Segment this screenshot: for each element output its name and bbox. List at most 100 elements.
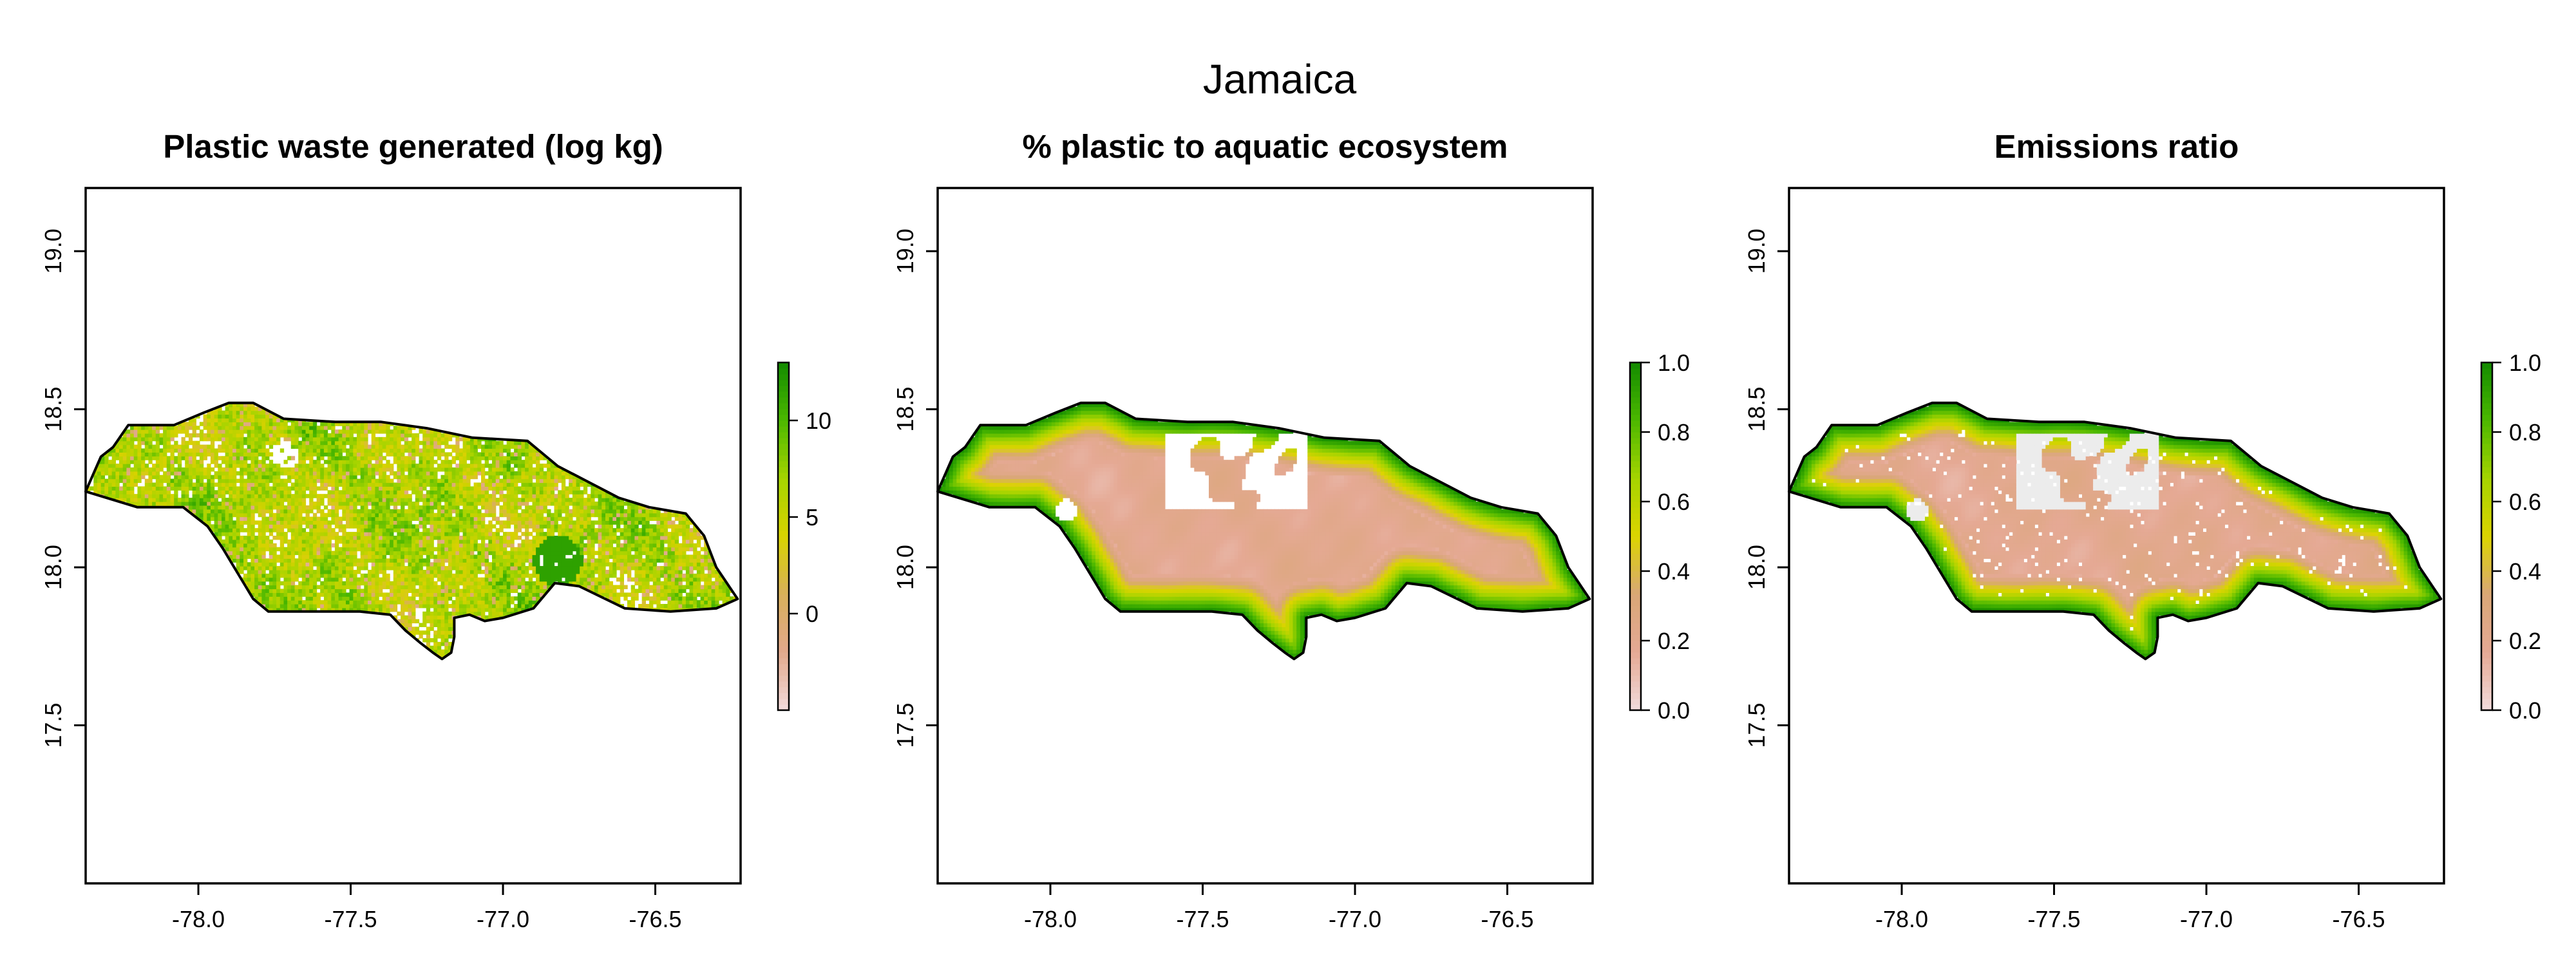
raster-cell [203, 509, 207, 514]
raster-cell [488, 585, 493, 590]
raster-cell [444, 577, 449, 582]
raster-cell [258, 543, 262, 548]
raster-cell [379, 502, 383, 506]
raster-cell [203, 475, 207, 480]
raster-cell [426, 573, 431, 578]
raster-cell [254, 596, 259, 601]
raster-cell [477, 513, 482, 518]
raster-cell [492, 550, 497, 556]
raster-cell [357, 604, 361, 608]
raster-cell [448, 532, 453, 536]
raster-cell [261, 418, 266, 422]
raster-cell [254, 558, 259, 563]
raster-cell [371, 444, 375, 449]
raster-cell [287, 502, 292, 506]
raster-cell [364, 550, 368, 556]
raster-cell [353, 532, 357, 536]
raster-cell [401, 607, 405, 612]
raster-cell [357, 532, 361, 536]
raster-cell [397, 600, 401, 605]
raster-cell [517, 562, 522, 567]
raster-cell [412, 558, 416, 563]
raster-cell [506, 524, 511, 529]
raster-cell [462, 592, 467, 597]
raster-cell [440, 581, 445, 586]
raster-cell [166, 464, 171, 468]
raster-cell [360, 460, 365, 464]
raster-cell [382, 505, 386, 510]
raster-cell [462, 520, 467, 525]
raster-cell [481, 502, 486, 506]
raster-cell [539, 516, 544, 521]
raster-cell [104, 482, 109, 487]
raster-cell [279, 547, 285, 552]
raster-cell [430, 570, 434, 574]
raster-cell [404, 550, 409, 556]
raster-cell [232, 502, 237, 506]
raster-cell [473, 528, 478, 532]
raster-cell [353, 539, 357, 544]
raster-cell [536, 456, 540, 460]
raster-cell [412, 615, 416, 620]
raster-cell [506, 566, 511, 570]
raster-cell [258, 490, 262, 494]
raster-cell [349, 566, 354, 570]
raster-cell [254, 577, 259, 582]
raster-cell [294, 513, 299, 518]
raster-cell [448, 543, 453, 548]
raster-cell [393, 475, 398, 480]
raster-cell [550, 482, 555, 487]
raster-cell [349, 475, 354, 480]
raster-cell [331, 494, 336, 498]
raster-cell [506, 604, 511, 608]
raster-cell [401, 562, 405, 567]
raster-cell [364, 588, 368, 593]
raster-cell [422, 520, 427, 525]
raster-cell [155, 482, 160, 487]
raster-cell [261, 490, 266, 494]
raster-cell [426, 570, 431, 574]
raster-cell [371, 562, 375, 567]
raster-cell [470, 460, 475, 464]
raster-cell [492, 498, 497, 502]
raster-cell [360, 513, 365, 518]
raster-cell [174, 460, 178, 464]
raster-cell [265, 516, 270, 521]
raster-cell [510, 456, 515, 460]
raster-cell [305, 600, 310, 605]
raster-cell [185, 505, 189, 510]
raster-cell [408, 539, 412, 544]
raster-cell [301, 471, 307, 476]
raster-cell [390, 437, 394, 442]
raster-cell [320, 482, 325, 487]
raster-cell [495, 600, 500, 605]
raster-cell [503, 464, 507, 468]
raster-cell [412, 604, 416, 608]
raster-cell [108, 460, 113, 464]
raster-cell [462, 490, 467, 494]
raster-cell [404, 581, 409, 586]
raster-cell [312, 513, 317, 518]
raster-cell [492, 596, 497, 601]
raster-cell [426, 638, 431, 643]
raster-cell [283, 509, 288, 514]
raster-cell [514, 581, 518, 586]
raster-cell [155, 456, 160, 460]
raster-cell [353, 482, 357, 487]
raster-cell [111, 460, 116, 464]
raster-cell [437, 630, 442, 635]
raster-cell [547, 536, 551, 540]
raster-cell [448, 498, 453, 502]
raster-cell [163, 460, 167, 464]
raster-cell [371, 585, 375, 590]
raster-cell [393, 577, 398, 582]
raster-cell [364, 513, 368, 518]
raster-cell [437, 641, 442, 646]
raster-cell [481, 444, 486, 449]
raster-cell [261, 464, 266, 468]
raster-cell [261, 429, 266, 434]
raster-cell [543, 558, 547, 563]
raster-cell [254, 437, 259, 442]
raster-cell [294, 482, 299, 487]
raster-cell [155, 475, 160, 480]
